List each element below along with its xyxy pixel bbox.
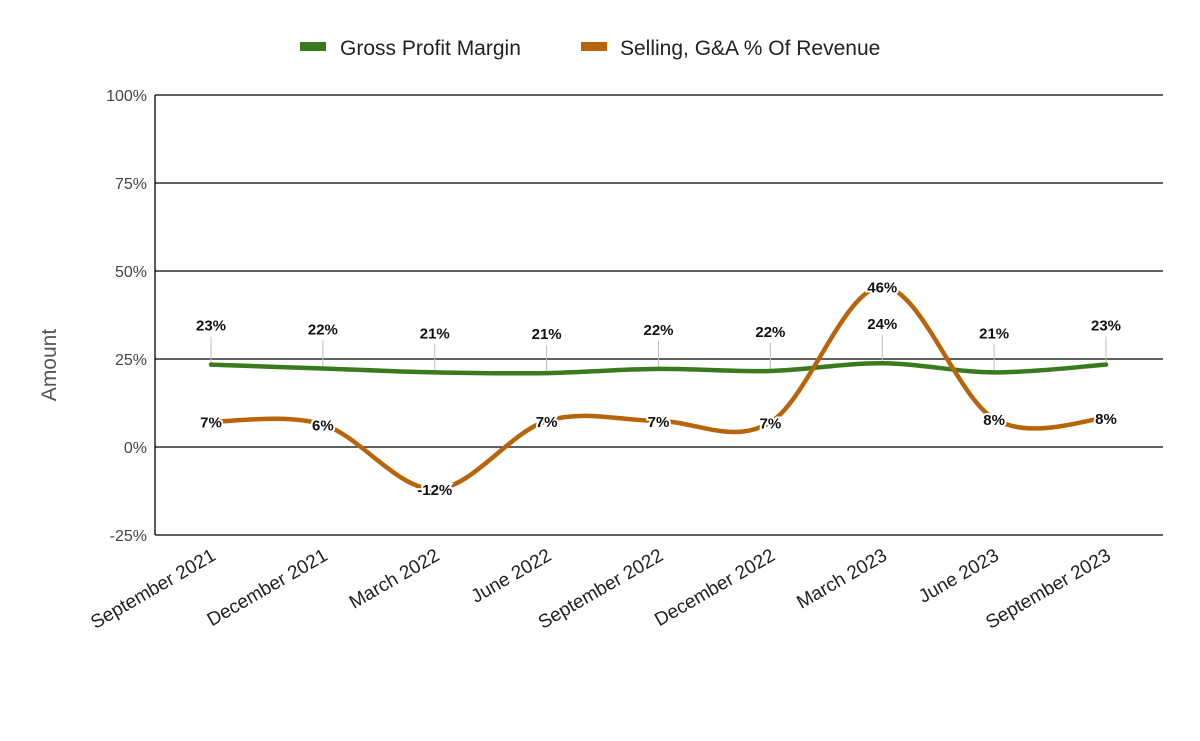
data-label-gross-profit-margin: 22% bbox=[643, 322, 673, 339]
y-tick-label: 0% bbox=[124, 440, 147, 457]
data-label-gross-profit-margin: 21% bbox=[420, 325, 450, 342]
y-axis-ticks: -25% 0% 25% 50% 75% 100% bbox=[106, 88, 147, 545]
gridlines bbox=[154, 94, 1163, 536]
data-label-gross-profit-margin: 23% bbox=[196, 318, 226, 335]
x-tick-label: March 2023 bbox=[793, 545, 890, 613]
y-tick-label: 50% bbox=[115, 264, 147, 281]
series-lines bbox=[208, 284, 1109, 492]
legend-label-gross-profit-margin: Gross Profit Margin bbox=[340, 37, 521, 60]
x-tick-label: June 2023 bbox=[915, 545, 1002, 608]
y-tick-label: 100% bbox=[106, 88, 147, 105]
y-tick-label: 75% bbox=[115, 176, 147, 193]
x-tick-label: September 2021 bbox=[87, 545, 219, 633]
x-tick-label: June 2022 bbox=[468, 545, 555, 608]
label-connectors bbox=[210, 335, 1107, 372]
data-label-selling-ga: 7% bbox=[760, 415, 782, 432]
data-label-gross-profit-margin: 22% bbox=[755, 324, 785, 341]
data-label-selling-ga: 8% bbox=[1095, 411, 1117, 428]
data-label-selling-ga: 8% bbox=[983, 412, 1005, 429]
data-label-selling-ga: 6% bbox=[312, 417, 334, 434]
x-tick-label: December 2022 bbox=[651, 545, 779, 631]
data-label-selling-ga: 7% bbox=[200, 415, 222, 432]
legend-swatch-selling-ga bbox=[581, 42, 607, 51]
y-tick-label: -25% bbox=[110, 528, 147, 545]
data-label-gross-profit-margin: 23% bbox=[1091, 318, 1121, 335]
data-label-gross-profit-margin: 21% bbox=[979, 325, 1009, 342]
legend-label-selling-ga: Selling, G&A % Of Revenue bbox=[620, 37, 880, 60]
data-label-gross-profit-margin: 22% bbox=[308, 322, 338, 339]
x-tick-label: September 2023 bbox=[982, 545, 1114, 633]
data-label-selling-ga: 7% bbox=[536, 414, 558, 431]
y-axis-title: Amount bbox=[38, 329, 61, 402]
x-tick-label: December 2021 bbox=[204, 545, 332, 631]
chart-legend: Gross Profit Margin Selling, G&A % Of Re… bbox=[300, 37, 880, 60]
x-tick-label: March 2022 bbox=[346, 545, 443, 613]
data-label-gross-profit-margin: 24% bbox=[867, 316, 897, 333]
y-tick-label: 25% bbox=[115, 352, 147, 369]
data-label-selling-ga: 46% bbox=[867, 279, 897, 296]
series-line-selling-g-a-of-revenue bbox=[208, 284, 1109, 492]
legend-swatch-gross-profit-margin bbox=[300, 42, 326, 51]
data-label-selling-ga: -12% bbox=[417, 482, 452, 499]
x-tick-label: September 2022 bbox=[535, 545, 667, 633]
data-label-selling-ga: 7% bbox=[648, 414, 670, 431]
data-labels: 23% 22% 21% 21% 22% 22% 24% 21% 23% 7% 6% -12% 7% 7% 7… bbox=[194, 277, 1123, 501]
data-label-gross-profit-margin: 21% bbox=[532, 326, 562, 343]
